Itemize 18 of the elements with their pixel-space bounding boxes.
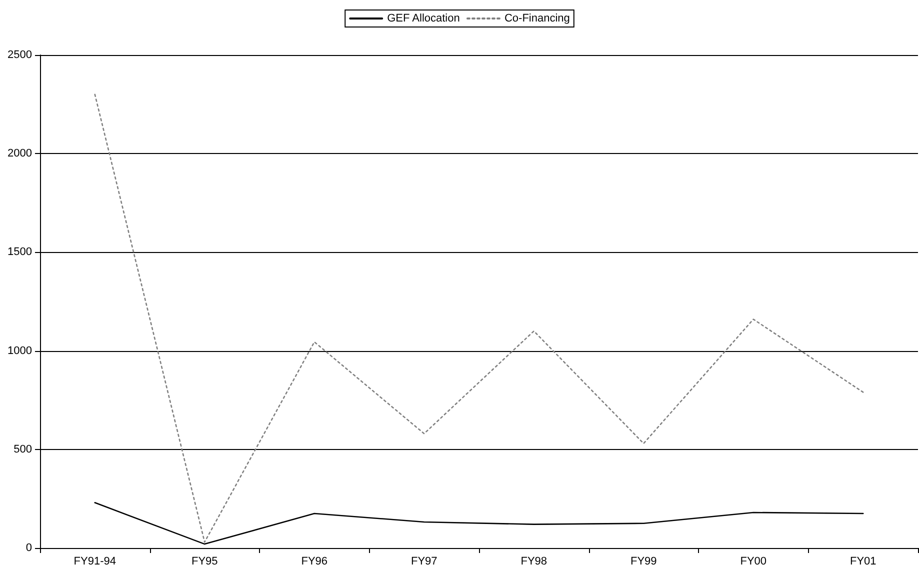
y-tick-label: 500 bbox=[14, 443, 32, 456]
y-tick-label: 1500 bbox=[8, 246, 32, 258]
x-tick-label: FY00 bbox=[740, 556, 767, 568]
y-tick-label: 2500 bbox=[8, 49, 32, 61]
y-tick-label: 1000 bbox=[8, 344, 32, 357]
x-tick-label: FY99 bbox=[630, 556, 657, 568]
legend-label: Co-Financing bbox=[504, 12, 570, 24]
legend-label: GEF Allocation bbox=[387, 12, 460, 24]
y-tick-label: 0 bbox=[26, 542, 32, 554]
x-tick-label: FY95 bbox=[191, 556, 218, 568]
x-tick-label: FY96 bbox=[301, 556, 328, 568]
x-tick-label: FY91-94 bbox=[74, 556, 116, 568]
line-series bbox=[94, 502, 864, 545]
line-series bbox=[94, 94, 864, 543]
y-tick-label: 2000 bbox=[8, 148, 32, 160]
x-tick-label: FY01 bbox=[850, 556, 876, 568]
x-tick-label: FY98 bbox=[520, 556, 548, 568]
x-tick-label: FY97 bbox=[410, 556, 438, 568]
